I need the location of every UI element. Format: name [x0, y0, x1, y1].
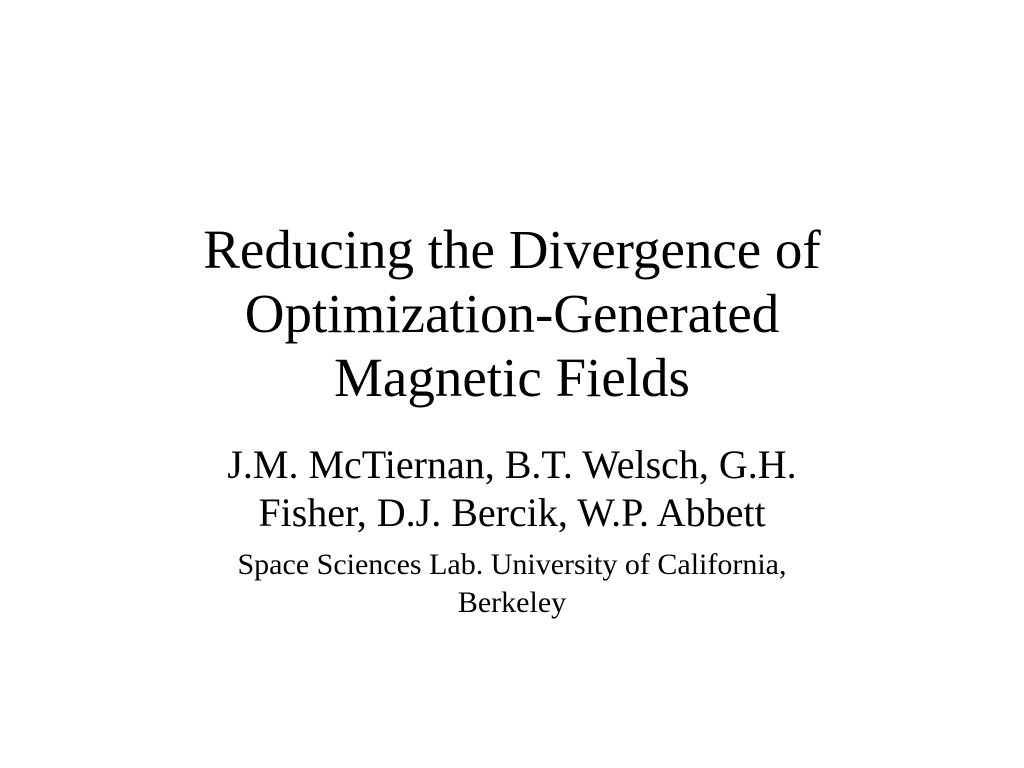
affiliation-line: Berkeley	[457, 586, 567, 619]
author-line: Fisher, D.J. Bercik, W.P. Abbett	[258, 490, 766, 535]
affiliation: Space Sciences Lab. University of Califo…	[80, 546, 944, 622]
title-line: Reducing the Divergence of	[203, 219, 821, 280]
author-list: J.M. McTiernan, B.T. Welsch, G.H. Fisher…	[80, 441, 944, 537]
affiliation-line: Space Sciences Lab. University of Califo…	[237, 548, 787, 581]
title-line: Optimization-Generated	[244, 283, 780, 344]
title-line: Magnetic Fields	[334, 347, 690, 408]
slide-title: Reducing the Divergence of Optimization-…	[80, 218, 944, 410]
author-line: J.M. McTiernan, B.T. Welsch, G.H.	[227, 442, 797, 487]
